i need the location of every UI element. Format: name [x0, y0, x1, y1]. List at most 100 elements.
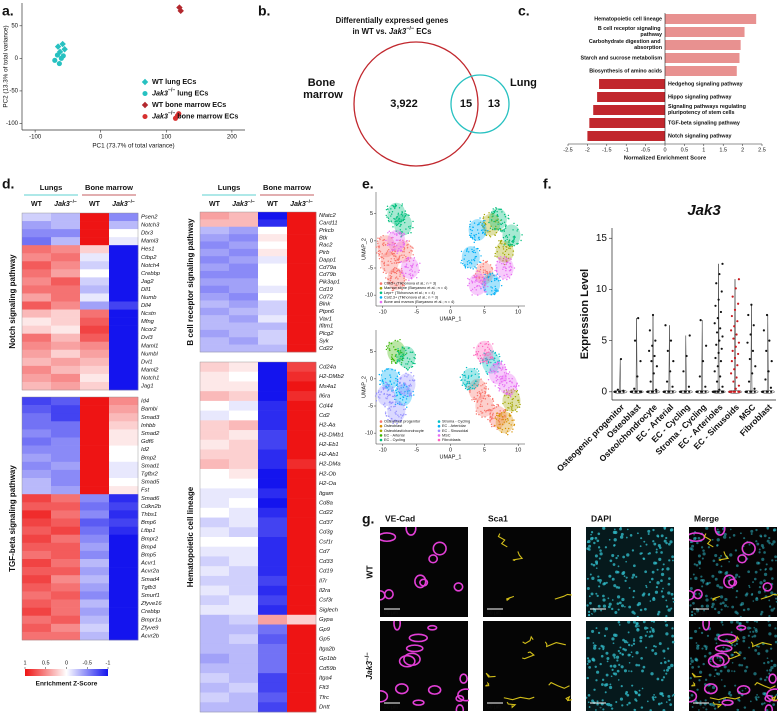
- umap-point: [380, 256, 383, 259]
- heatmap-cell: [109, 421, 139, 430]
- heatmap-cell: [200, 478, 230, 489]
- umap-point: [405, 263, 408, 265]
- umap-point: [502, 368, 504, 370]
- umap-point: [405, 257, 408, 260]
- nucleus: [624, 579, 627, 582]
- umap-point: [403, 413, 405, 415]
- umap-point: [394, 355, 397, 357]
- umap-point: [387, 217, 390, 219]
- heatmap-cell: [51, 221, 81, 230]
- umap-point: [398, 390, 400, 393]
- umap-point: [390, 361, 393, 363]
- umap-point: [388, 415, 390, 417]
- umap-point: [403, 233, 406, 236]
- venn-set-label: Bone marrow: [303, 77, 343, 101]
- umap-point: [487, 343, 490, 346]
- gene-label: Zfyve16: [140, 601, 162, 607]
- nucleus: [660, 579, 663, 583]
- umap-point: [483, 360, 485, 363]
- umap-point: [407, 387, 409, 389]
- column-header: WT: [267, 201, 279, 208]
- nucleus: [625, 576, 628, 579]
- nucleus: [717, 611, 721, 615]
- umap-point: [404, 214, 407, 217]
- nucleus: [722, 535, 727, 539]
- umap-point: [483, 387, 486, 389]
- point: [696, 390, 699, 393]
- nucleus: [671, 627, 674, 630]
- umap-point: [482, 397, 485, 400]
- umap-point: [412, 247, 414, 249]
- umap-point: [387, 242, 389, 245]
- nucleus: [640, 706, 644, 709]
- umap-point: [391, 418, 393, 420]
- heatmap-cell: [80, 591, 110, 600]
- umap-point: [474, 279, 477, 282]
- nucleus: [702, 549, 705, 552]
- umap-point: [506, 273, 508, 276]
- umap-point: [503, 411, 505, 414]
- heatmap-cell: [200, 430, 230, 441]
- gene-label: Vav1: [319, 316, 332, 322]
- vessel: [737, 554, 748, 564]
- umap-point: [502, 266, 505, 268]
- nucleus: [655, 548, 658, 551]
- umap-point: [405, 401, 407, 404]
- nucleus: [698, 709, 700, 711]
- umap-point: [402, 219, 404, 222]
- umap-point: [470, 280, 473, 282]
- nucleus: [635, 691, 638, 695]
- umap-point: [396, 360, 399, 363]
- umap-point: [512, 229, 514, 231]
- nucleus: [660, 678, 664, 682]
- gene-label: Tfrc: [319, 695, 329, 701]
- umap-point: [394, 206, 396, 209]
- umap-point: [511, 240, 513, 243]
- nucleus: [595, 567, 598, 569]
- umap-point: [482, 361, 484, 363]
- point: [651, 313, 655, 317]
- vessel: [702, 621, 711, 631]
- point: [770, 390, 773, 393]
- nucleus: [763, 579, 766, 583]
- umap-point: [469, 226, 471, 228]
- nucleus: [623, 575, 626, 578]
- umap-point: [388, 282, 391, 284]
- point: [714, 390, 717, 393]
- umap-point: [407, 374, 409, 376]
- umap-point: [410, 360, 413, 363]
- umap-point: [500, 363, 502, 365]
- heatmap-cell: [287, 624, 317, 635]
- gene-label: Pirb: [319, 250, 330, 256]
- umap-point: [394, 412, 396, 414]
- nucleus: [720, 565, 723, 568]
- violin-outline: [635, 318, 638, 391]
- umap-point: [388, 348, 391, 350]
- gene-label: Dvl1: [141, 359, 153, 365]
- nucleus: [597, 575, 600, 578]
- umap-point: [479, 355, 482, 357]
- umap-point: [391, 357, 394, 360]
- point: [737, 302, 740, 305]
- legend-marker: [379, 286, 383, 290]
- nucleus: [672, 600, 675, 603]
- umap-point: [374, 395, 377, 397]
- umap-point: [510, 268, 512, 271]
- x-tick-label: -10: [379, 447, 387, 453]
- nucleus: [605, 673, 609, 677]
- umap-point: [505, 259, 507, 261]
- nucleus: [769, 668, 772, 672]
- umap-point: [504, 267, 507, 269]
- y-tick-label: -10: [365, 293, 373, 299]
- heatmap-cell: [287, 634, 317, 645]
- nucleus: [741, 689, 744, 692]
- umap-point: [391, 204, 393, 207]
- umap-point: [506, 249, 508, 251]
- nucleus: [613, 633, 617, 637]
- umap-point: [397, 250, 399, 253]
- nucleus: [754, 648, 758, 652]
- umap-point: [409, 225, 412, 227]
- umap-point: [483, 221, 485, 224]
- umap-point: [482, 231, 484, 233]
- nucleus: [738, 651, 742, 655]
